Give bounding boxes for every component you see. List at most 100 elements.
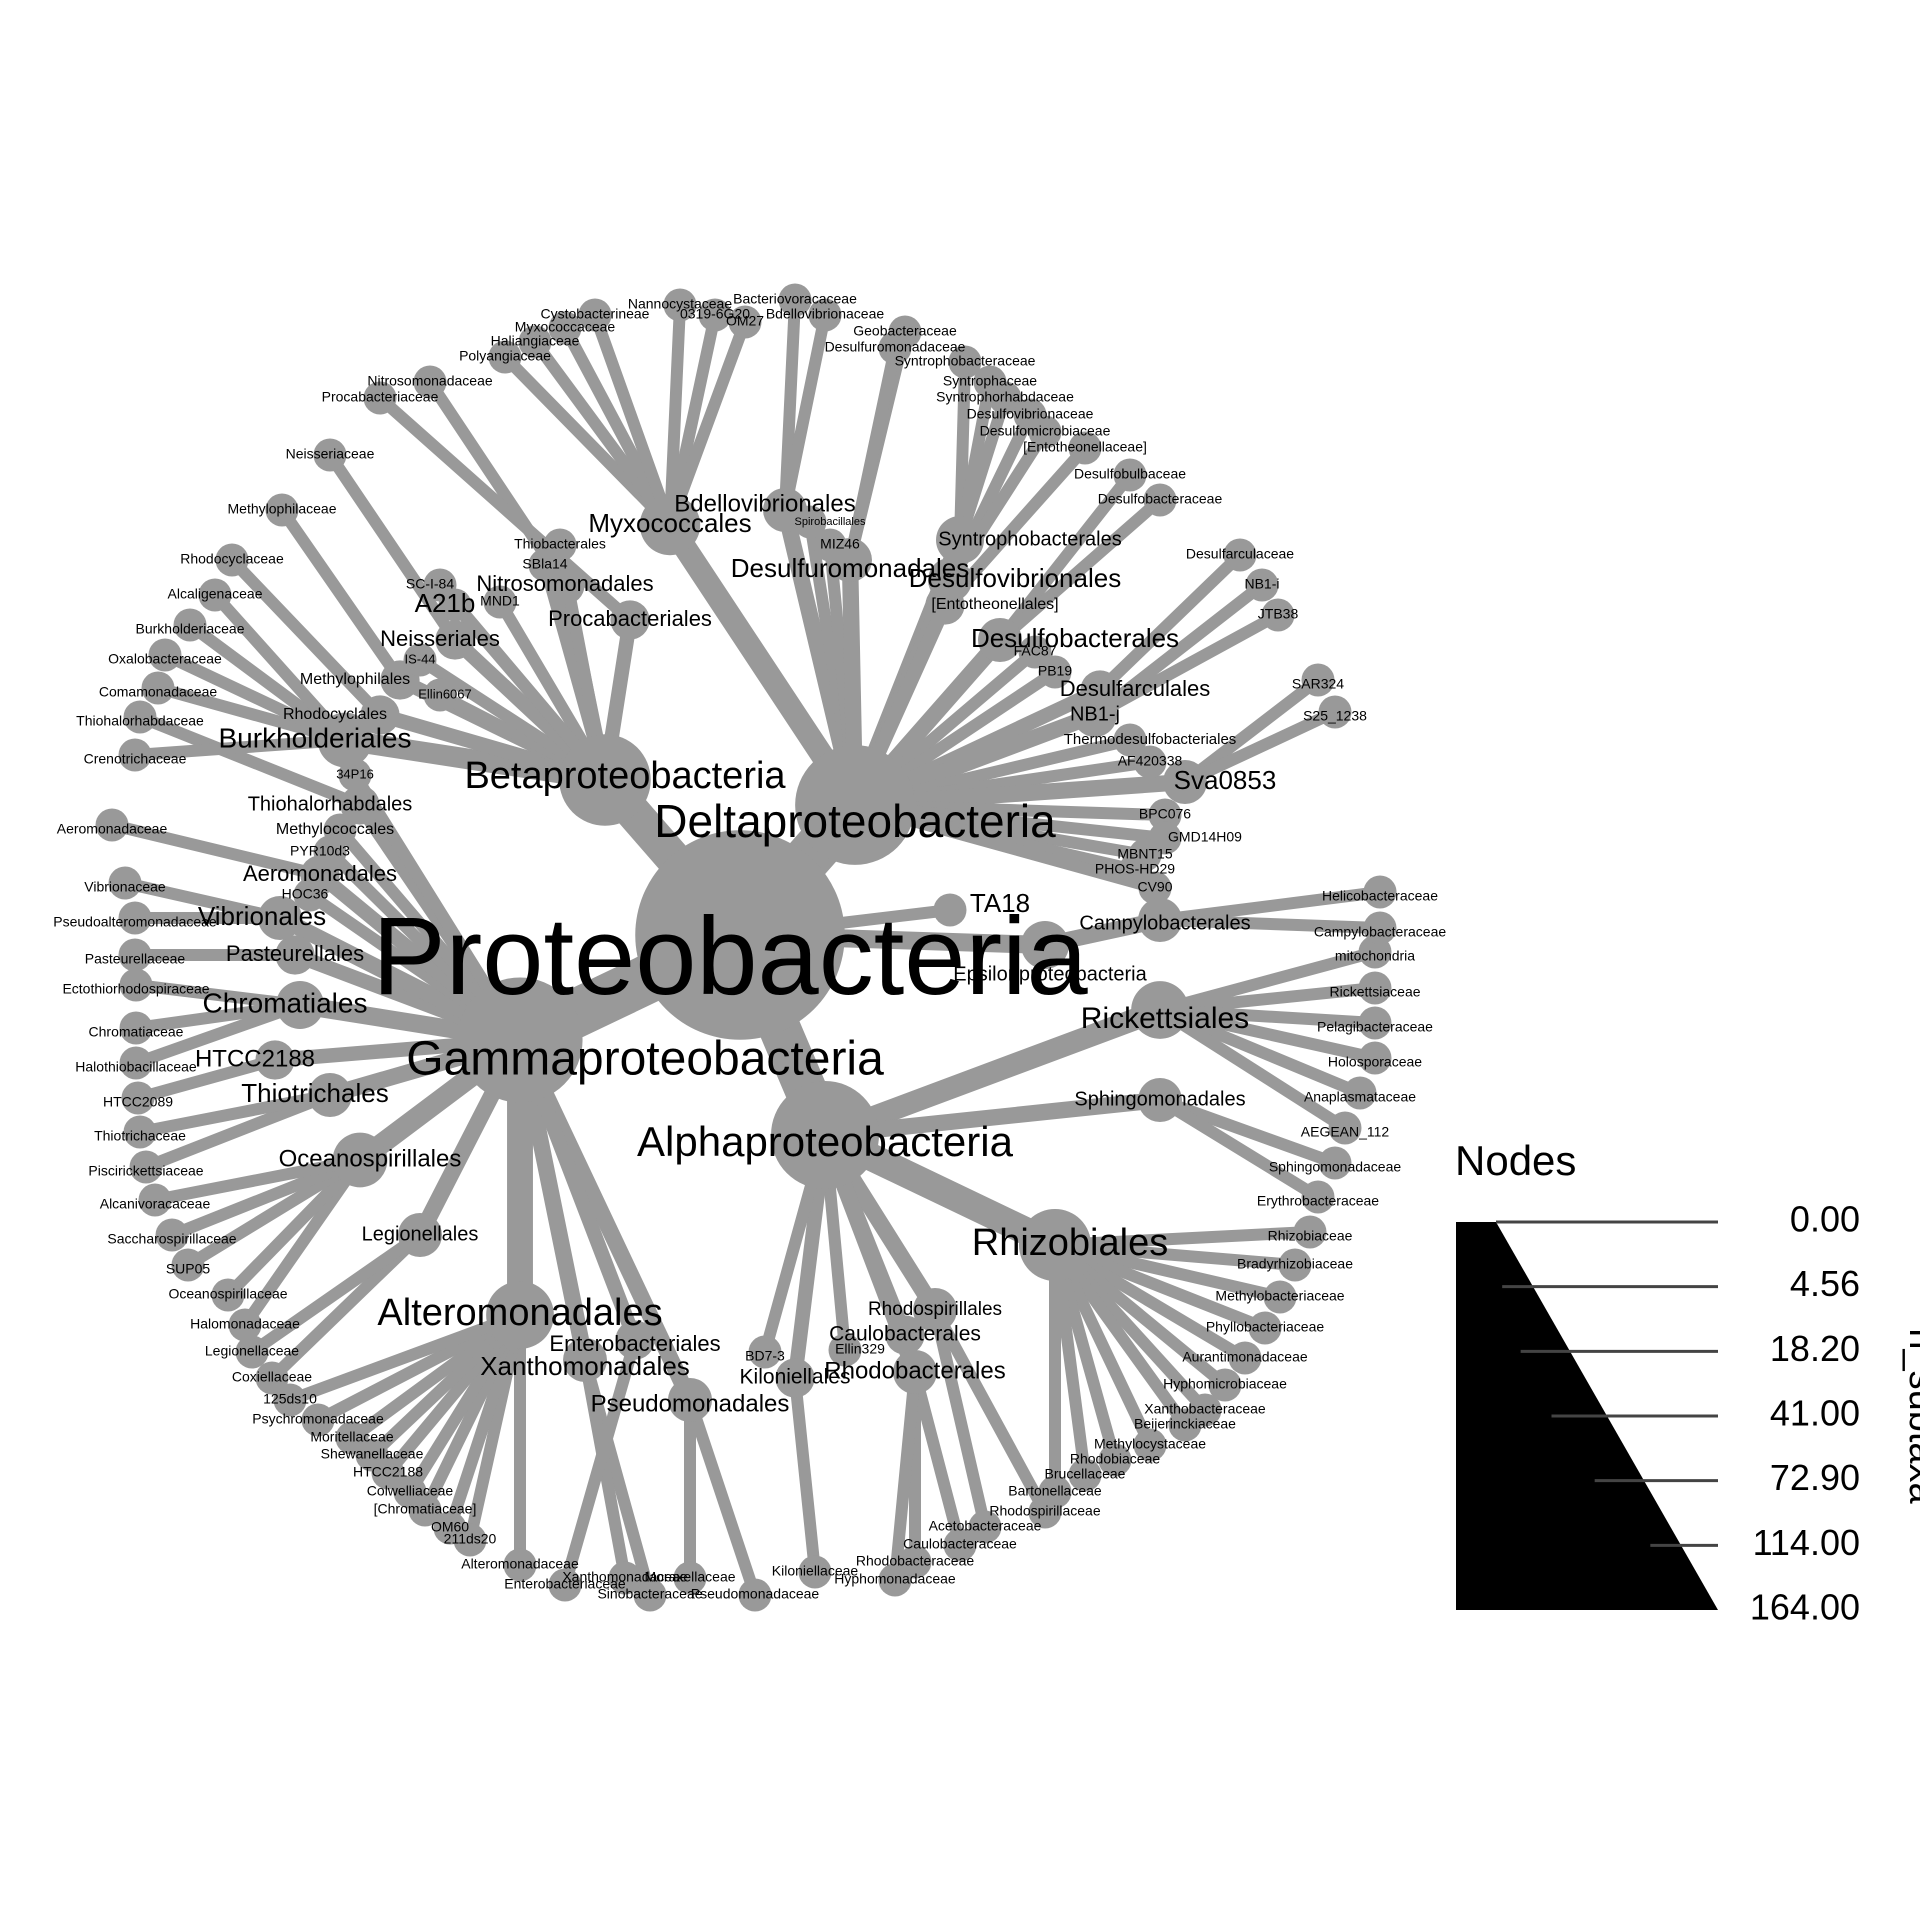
label-desulfarculaceae: Desulfarculaceae [1186,546,1294,562]
edge-chromatiales-chromatiaceae [130,999,306,1034]
label-thiotrichaceae: Thiotrichaceae [94,1128,186,1144]
label-deltaproteobacteria: Deltaproteobacteria [654,795,1056,847]
legend-title: Nodes [1455,1137,1576,1184]
node-nb1-i [1245,568,1279,602]
node-htcc2188 [255,1040,295,1080]
label-bacteriovoracaceae: Bacteriovoracaceae [733,291,857,307]
edge-rickettsiales-anaplasmataceae [1154,1004,1366,1099]
label-syntrophorhabdaceae: Syntrophorhabdaceae [936,389,1074,405]
label-chromatiales: Chromatiales [203,987,368,1018]
edge-rhodobacterales-hyphomonadaceae [889,1366,921,1586]
edge-enterobacteriales-enterobacteriaceae [559,1334,641,1591]
node-s25-1238 [1318,695,1352,729]
label-sphingomonadaceae: Sphingomonadaceae [1269,1159,1402,1175]
node-thiotrichaceae [123,1115,157,1149]
label-miz46: MIZ46 [820,536,860,552]
label-rhizobiaceae: Rhizobiaceae [1268,1228,1353,1244]
label-legionellaceae: Legionellaceae [205,1343,299,1359]
label-syntrophaceae: Syntrophaceae [943,373,1037,389]
node-rickettsiaceae [1358,971,1392,1005]
tree-labels: Proteobacteria Alphaproteobacteria Rickett… [53,291,1446,1602]
node-thiotrichales [308,1073,352,1117]
edge-oceanospirillales-oceanospirillaceae [222,1154,366,1301]
label-xanthomonadaceae: Xanthomonadaceae [562,1569,688,1585]
label-bdellovibrionaceae: Bdellovibrionaceae [766,306,885,322]
legend-tick-label: 0.00 [1790,1199,1860,1240]
edge-desulfuromonadales-desulfuromonadaceae [844,342,901,566]
node-rhodocyclaceae [215,543,249,577]
label-alcanivoracaceae: Alcanivoracaceae [100,1196,211,1212]
edge-pseudomonadales-pseudomonadaceae [684,1394,761,1601]
node-halomonadaceae [228,1308,262,1342]
node-kiloniellaceae [798,1555,832,1589]
label-cv90: CV90 [1137,879,1172,895]
label-methylophilales: Methylophilales [300,671,410,688]
node-beijerinckiaceae [1168,1408,1202,1442]
node-thiohalorhabdaceae [123,700,157,734]
node-bd7-3 [748,1335,782,1369]
label-caulobacteraceae: Caulobacteraceae [903,1536,1017,1552]
label-gmd14h09: GMD14H09 [1168,829,1242,845]
node-sinobacteraceae [633,1578,667,1612]
node-pasteurellaceae [118,938,152,972]
label-pseudomonadales: Pseudomonadales [591,1390,790,1417]
node-procabacteriales [610,600,650,640]
label-myxococcales: Myxococcales [588,508,751,538]
node-pseudomonadales [668,1378,712,1422]
edge-rhizobiales-methylocystaceae [1049,1239,1156,1451]
edge-vibrionales-vibrionaceae [119,877,286,924]
edge-htcc2188-htcc2089 [132,1054,281,1104]
label-pasteurellaceae: Pasteurellaceae [85,951,186,967]
edge-rhodospirillales-rhodospirillaceae [929,1304,1051,1518]
label-aegean-112: AEGEAN_112 [1301,1124,1390,1140]
label-campylobacterales: Campylobacterales [1079,912,1250,934]
node-saccharospirillaceae [155,1218,189,1252]
node-pb19 [1038,655,1072,689]
node-bacteriovoracaceae [778,283,812,317]
label-oceanospirillales: Oceanospirillales [279,1145,462,1172]
node-vibrionales [258,896,302,940]
label-kiloniellaceae: Kiloniellaceae [772,1563,859,1579]
edge-thiohalorhabdales-thiohalorhabdaceae [134,711,366,811]
edge-xanthomonadales-xanthomonadaceae [579,1354,631,1584]
label-chromatiaceae: [Chromatiaceae] [374,1501,477,1517]
label-phos-hd29: PHOS-HD29 [1095,861,1175,877]
node-brucellaceae [1068,1458,1102,1492]
label-hoc36: HOC36 [282,886,329,902]
edge-sva0853-s25-1238 [1179,706,1341,788]
label-caulobacterales: Caulobacterales [829,1323,981,1346]
node-spirobacillales [793,505,827,539]
label-desulfovibrionaceae: Desulfovibrionaceae [967,406,1094,422]
edge-kiloniellales-kiloniellaceae [789,1372,821,1578]
node-thiobacterales [543,528,577,562]
label-piscirickettsiaceae: Piscirickettsiaceae [88,1163,203,1179]
edge-alphaproteobacteria-sphingomonadales [816,1091,1169,1144]
label-moraxellaceae: Moraxellaceae [644,1569,735,1585]
node-psychromonadaceae [301,1403,335,1437]
label-sar324: SAR324 [1292,676,1344,692]
label-cystobacterineae: Cystobacterineae [541,306,650,322]
label-bdellovibrionales: Bdellovibrionales [674,490,855,517]
node-nannocystaceae [663,288,697,322]
node-gammaproteobacteria [457,977,583,1103]
legend-tick-label: 4.56 [1790,1263,1860,1304]
edge-neisseriales-neisseriaceae [324,449,461,646]
node-anaplasmataceae [1343,1076,1377,1110]
label-fac87: FAC87 [1014,643,1057,659]
node-ellin329 [828,1333,862,1367]
label-sinobacteraceae: Sinobacteraceae [597,1586,702,1602]
label-hyphomicrobiaceae: Hyphomicrobiaceae [1163,1376,1287,1392]
node-crenotrichaceae [118,738,152,772]
label-neisseriaceae: Neisseriaceae [286,446,375,462]
label-a21b: A21b [415,588,476,618]
node-jtb38 [1261,598,1295,632]
node-sphingomonadaceae [1318,1146,1352,1180]
node-burkholderiales [317,712,373,768]
node-erythrobacteraceae [1301,1180,1335,1214]
node-legionellaceae [235,1335,269,1369]
label-campylobacteraceae: Campylobacteraceae [1314,924,1447,940]
label-kiloniellales: Kiloniellales [740,1366,851,1389]
node-alcanivoracaceae [138,1183,172,1217]
label-nitrosomonadales: Nitrosomonadales [476,571,653,596]
